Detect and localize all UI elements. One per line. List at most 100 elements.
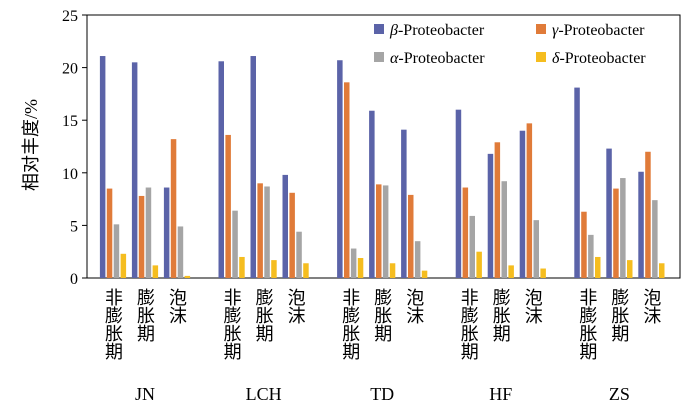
- category-label: 膨胀期: [372, 288, 392, 342]
- bar: [652, 200, 658, 278]
- bar: [645, 151, 651, 278]
- bar: [282, 174, 288, 278]
- category-label: 膨胀期: [609, 288, 629, 342]
- bar: [526, 123, 533, 278]
- legend: β-Proteobacter γ-Proteobacter α-Proteobact…: [374, 22, 646, 67]
- bar: [271, 260, 277, 278]
- category-label: 膨胀期: [491, 288, 511, 342]
- bar: [487, 153, 494, 278]
- legend-swatch: [536, 24, 546, 34]
- bar: [414, 241, 421, 278]
- y-tick-label: 20: [62, 61, 78, 78]
- y-axis-title: 相对丰度/%: [21, 99, 41, 191]
- legend-entry: δ-Proteobacter: [552, 50, 646, 67]
- group-label: HF: [489, 384, 512, 404]
- bar: [620, 178, 626, 278]
- bar: [218, 61, 224, 278]
- category-label: 非膨胀期: [222, 288, 242, 360]
- legend-entry: α-Proteobacter: [390, 50, 485, 67]
- category-label: 非膨胀期: [459, 288, 479, 360]
- bar: [613, 188, 619, 278]
- bar: [250, 56, 256, 278]
- bar: [289, 192, 295, 278]
- bar: [177, 226, 184, 278]
- category-label: 泡沫: [167, 288, 187, 324]
- bar: [170, 139, 177, 278]
- category-label: 非膨胀期: [103, 288, 123, 360]
- bar: [225, 134, 231, 278]
- bar: [120, 253, 127, 278]
- legend-swatch: [374, 52, 384, 62]
- bar: [145, 187, 152, 278]
- bar: [455, 109, 462, 279]
- bar: [638, 171, 644, 278]
- bar: [184, 275, 191, 278]
- bar: [540, 268, 546, 278]
- category-label: 非膨胀期: [577, 288, 597, 360]
- bar: [113, 224, 120, 278]
- bar: [389, 263, 396, 278]
- legend-entry: γ-Proteobacter: [552, 22, 645, 39]
- bar: [337, 60, 343, 278]
- category-label: 膨胀期: [254, 288, 274, 342]
- legend-swatch: [536, 52, 546, 62]
- category-label: 泡沫: [286, 288, 306, 324]
- category-label: 非膨胀期: [340, 288, 360, 360]
- bar: [382, 185, 389, 278]
- group-label: JN: [135, 384, 155, 404]
- bar: [303, 263, 309, 278]
- category-label: 膨胀期: [135, 288, 155, 342]
- y-tick-label: 5: [70, 218, 78, 235]
- y-tick-label: 25: [62, 8, 78, 25]
- y-axis: 0 5 10 15 20 25: [62, 8, 87, 288]
- bar: [581, 211, 587, 278]
- bar: [408, 194, 414, 278]
- bar: [421, 270, 428, 278]
- bar: [376, 184, 382, 278]
- bar: [369, 110, 375, 278]
- group-label: LCH: [246, 384, 282, 404]
- y-tick-label: 10: [62, 166, 78, 183]
- y-tick-label: 0: [70, 271, 78, 288]
- category-label: 泡沫: [641, 288, 661, 324]
- bar: [627, 260, 633, 278]
- bar: [163, 187, 170, 278]
- bar: [357, 258, 364, 278]
- bar: [519, 130, 526, 278]
- bar: [462, 187, 469, 278]
- bar: [152, 265, 159, 278]
- group-label: ZS: [609, 384, 630, 404]
- legend-entry: β-Proteobacter: [389, 22, 485, 39]
- bar: [99, 56, 106, 278]
- bar: [232, 210, 238, 278]
- bar: [494, 142, 501, 278]
- group-label: TD: [370, 384, 394, 404]
- bar: [344, 82, 350, 278]
- bars: [99, 56, 665, 279]
- bar: [106, 188, 113, 278]
- category-label: 泡沫: [404, 288, 424, 324]
- y-tick-label: 15: [62, 113, 78, 130]
- bar: [138, 195, 145, 278]
- bar: [401, 129, 407, 278]
- bar: [508, 265, 514, 278]
- bar: [606, 148, 612, 278]
- bar: [659, 263, 665, 278]
- bar: [501, 181, 507, 278]
- legend-swatch: [374, 24, 384, 34]
- bar: [239, 256, 245, 278]
- bar: [257, 183, 263, 278]
- bar: [350, 248, 357, 278]
- bar: [296, 231, 302, 278]
- bar: [588, 234, 594, 278]
- bar: [264, 186, 270, 278]
- bar: [533, 220, 539, 278]
- bar: [595, 256, 601, 278]
- bar: [131, 62, 138, 279]
- bar: [574, 87, 580, 278]
- bar: [469, 215, 475, 278]
- category-label: 泡沫: [523, 288, 543, 324]
